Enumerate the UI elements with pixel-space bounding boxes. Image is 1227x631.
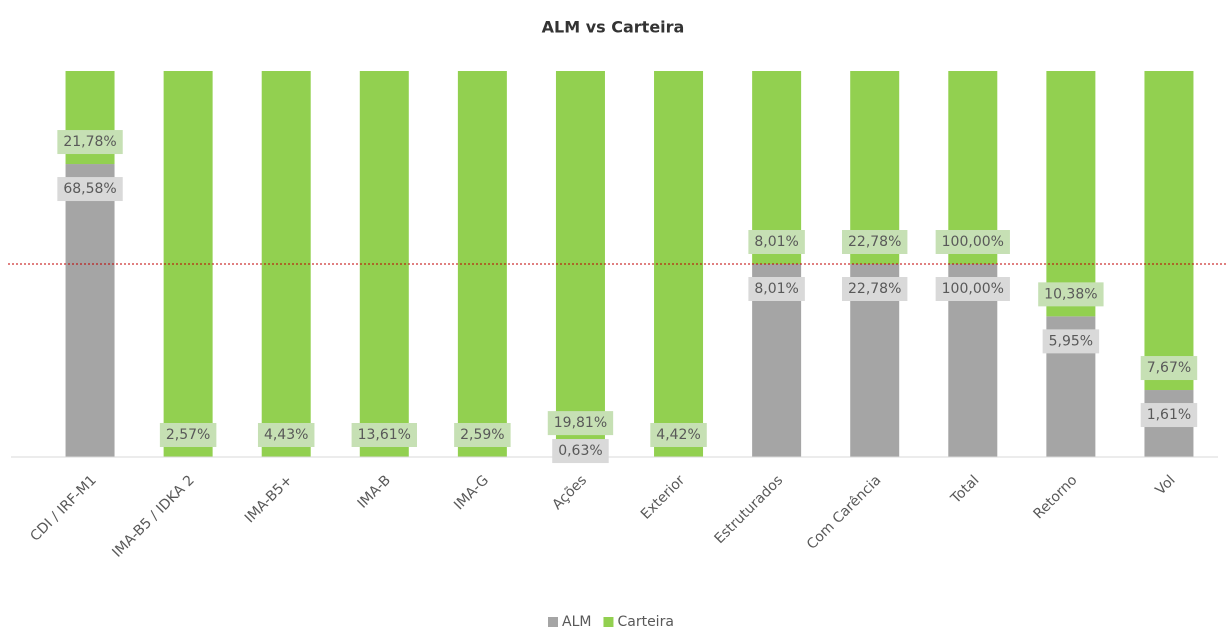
legend-label: ALM bbox=[562, 614, 591, 630]
x-tick-label: IMA-B5 / IDKA 2 bbox=[109, 472, 197, 560]
data-label: 100,00% bbox=[942, 234, 1004, 250]
x-tick-label: Ações bbox=[549, 472, 590, 513]
x-tick-label: Estruturados bbox=[712, 472, 787, 547]
data-label: 22,78% bbox=[848, 234, 901, 250]
legend-label: Carteira bbox=[617, 614, 673, 630]
data-label-box bbox=[935, 277, 1010, 301]
data-label: 2,59% bbox=[460, 427, 504, 443]
data-label: 1,61% bbox=[1147, 407, 1191, 423]
data-label: 7,67% bbox=[1147, 360, 1191, 376]
bar-segment bbox=[1046, 71, 1096, 317]
data-label-box bbox=[57, 130, 123, 155]
bar-segment bbox=[555, 71, 605, 446]
x-tick-label: CDI / IRF-M1 bbox=[27, 472, 99, 544]
data-label-box bbox=[257, 423, 315, 447]
data-label-box bbox=[935, 230, 1010, 254]
x-tick-label: IMA-G bbox=[451, 472, 492, 513]
data-label: 19,81% bbox=[554, 415, 607, 431]
data-label-box bbox=[1038, 282, 1104, 307]
data-label: 5,95% bbox=[1049, 333, 1093, 349]
data-label-box bbox=[842, 277, 908, 301]
x-tick-label: IMA-B bbox=[355, 472, 394, 511]
data-label: 13,61% bbox=[358, 427, 411, 443]
bar-segment bbox=[457, 71, 507, 457]
data-label-box bbox=[1042, 329, 1100, 354]
data-label: 2,57% bbox=[166, 427, 210, 443]
data-label: 8,01% bbox=[754, 234, 798, 250]
x-tick-label: Total bbox=[947, 472, 982, 507]
x-tick-label: Retorno bbox=[1031, 472, 1081, 522]
legend-swatch bbox=[548, 617, 558, 627]
data-label-box bbox=[552, 439, 609, 464]
data-label-box bbox=[1140, 403, 1198, 428]
data-label: 22,78% bbox=[848, 281, 901, 297]
data-label-box bbox=[351, 423, 417, 447]
data-label: 68,58% bbox=[63, 181, 116, 197]
data-label: 8,01% bbox=[754, 281, 798, 297]
data-label-box bbox=[1140, 356, 1198, 381]
data-label: 100,00% bbox=[942, 281, 1004, 297]
data-label-box bbox=[454, 423, 511, 447]
data-label: 10,38% bbox=[1044, 286, 1097, 302]
data-label-box bbox=[842, 230, 908, 254]
x-tick-label: Exterior bbox=[638, 472, 689, 523]
data-label-box bbox=[547, 411, 614, 436]
bar-segment bbox=[65, 164, 115, 457]
bar-segment bbox=[654, 71, 704, 457]
bar-segment bbox=[1144, 71, 1194, 391]
data-label-box bbox=[159, 423, 217, 447]
data-label-box bbox=[748, 277, 805, 301]
x-tick-label: Vol bbox=[1152, 472, 1178, 498]
data-label: 4,42% bbox=[656, 427, 700, 443]
legend-swatch bbox=[603, 617, 614, 627]
data-label: 21,78% bbox=[63, 134, 116, 150]
data-label-box bbox=[650, 423, 707, 447]
data-label-box bbox=[57, 177, 123, 202]
chart-title: ALM vs Carteira bbox=[542, 18, 685, 37]
x-tick-label: IMA-B5+ bbox=[242, 472, 296, 526]
data-label: 4,43% bbox=[264, 427, 308, 443]
data-label-box bbox=[748, 230, 805, 254]
x-tick-label: Com Carência bbox=[804, 472, 885, 553]
data-label: 0,63% bbox=[558, 443, 602, 459]
